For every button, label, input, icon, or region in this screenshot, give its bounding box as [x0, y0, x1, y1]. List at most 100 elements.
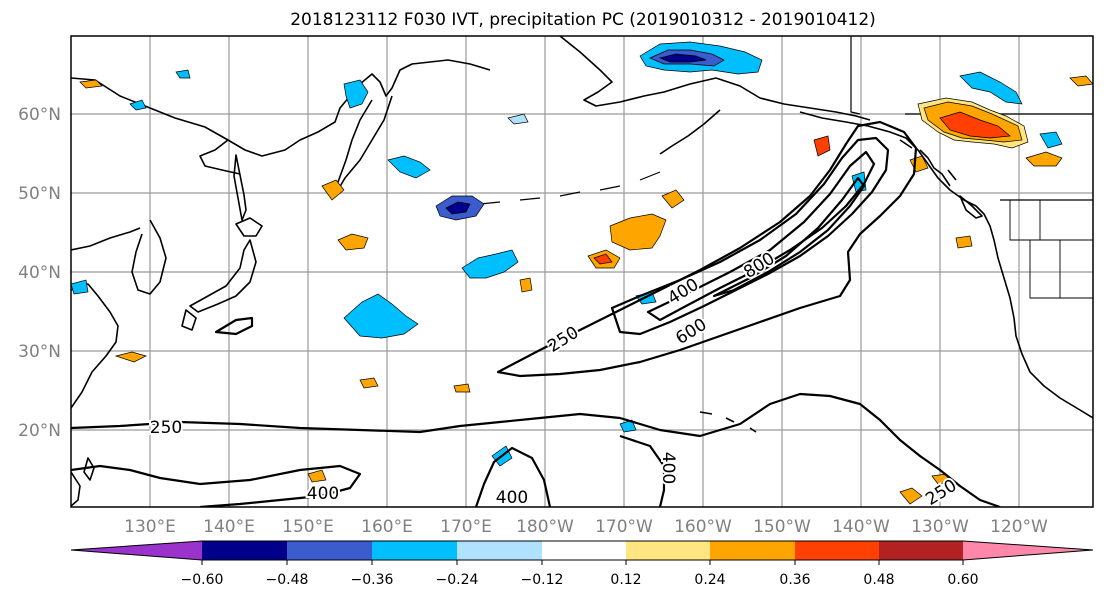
colorbar-cell-2: [287, 541, 372, 560]
lon-label-180w: 180°W: [516, 517, 574, 537]
pos-area-pac7: [114, 351, 147, 363]
contour-label-250-south: 250: [150, 418, 182, 438]
lat-label-30n: 30°N: [18, 342, 61, 362]
lat-label-20n: 20°N: [18, 421, 61, 441]
coast-bc-islands: [899, 139, 957, 187]
pos-area-pac2-core: [593, 253, 613, 265]
map-panel: 250 400 600 800 250 400 400 400 250: [70, 35, 1094, 508]
pos-area-pac3: [661, 189, 685, 209]
contour-label-400-south-west: 400: [307, 484, 339, 504]
pos-area-bc-core: [939, 111, 1011, 139]
lon-labels: 130°E 140°E 150°E 160°E 170°E 180°W 170°…: [124, 517, 1048, 537]
colorbar-cell-7: [710, 541, 795, 560]
coast-luzon: [71, 471, 81, 507]
pos-area-pac6: [321, 179, 345, 201]
ivt-contours: [71, 120, 1001, 507]
lon-label-130e: 130°E: [124, 517, 176, 537]
lat-label-60n: 60°N: [18, 105, 61, 125]
pos-area-pac16: [359, 377, 379, 389]
neg-area-small1: [129, 99, 147, 111]
precip-negative-anomalies: [71, 41, 1063, 467]
lon-label-140w: 140°W: [832, 517, 890, 537]
colorbar-cell-8: [795, 541, 879, 560]
pos-area-pac1: [609, 213, 667, 251]
neg-area-small2: [175, 69, 191, 79]
coast-china-east: [71, 283, 119, 409]
coast-kyushu: [181, 309, 197, 331]
coast-vancouver: [959, 195, 983, 219]
pos-area-pac18: [955, 235, 973, 249]
coastlines: [71, 36, 1093, 507]
pos-area-pac4: [813, 135, 831, 157]
colorbar-ticks: [201, 560, 964, 565]
lat-labels: 60°N 50°N 40°N 30°N 20°N: [18, 105, 61, 441]
colorbar-cell-5: [542, 541, 626, 560]
coast-korea: [131, 219, 167, 295]
colorbar-tick-label-1: −0.60: [181, 572, 224, 588]
neg-area-mid2: [461, 249, 519, 279]
neg-area-nw-canada: [959, 71, 1023, 105]
pos-area-pac13: [931, 473, 951, 485]
ivt-contour-600-river: [646, 150, 876, 322]
pos-area-pac15: [453, 383, 471, 393]
lon-label-130w: 130°W: [911, 517, 969, 537]
border-us-states: [1009, 200, 1093, 299]
lon-label-120w: 120°W: [990, 517, 1048, 537]
coast-hawaii: [699, 411, 757, 433]
colorbar-extend-high: [963, 541, 1093, 560]
ivt-contour-800-river: [712, 176, 866, 298]
lon-label-160e: 160°E: [361, 517, 413, 537]
colorbar-cell-4: [457, 541, 542, 560]
coast-hokkaido: [235, 217, 263, 237]
colorbar-tick-label-10: 0.60: [947, 572, 978, 588]
coast-russia: [71, 59, 491, 157]
lon-label-150e: 150°E: [282, 517, 334, 537]
pos-area-pac5: [337, 233, 369, 251]
neg-area-small4: [507, 113, 529, 125]
coast-alaska-south: [799, 111, 1093, 419]
gridlines: [71, 36, 1093, 507]
neg-area-okhotsk: [343, 79, 369, 109]
colorbar-extend-low: [71, 541, 202, 560]
coast-honshu: [189, 239, 257, 313]
neg-area-kam: [387, 155, 431, 179]
colorbar-tick-label-9: 0.48: [863, 572, 894, 588]
ivt-contour-400-river: [610, 136, 890, 336]
contour-label-400-south-mid: 400: [496, 488, 528, 508]
colorbar-tick-label-2: −0.48: [266, 572, 309, 588]
lon-label-140e: 140°E: [203, 517, 255, 537]
coast-alaska-west: [559, 36, 871, 121]
coast-okhotsk: [199, 139, 241, 175]
neg-area-bc: [1039, 131, 1063, 149]
ivt-contour-400-south-mid: [474, 446, 552, 507]
pos-area-pac10: [79, 79, 103, 89]
colorbar-cell-1: [202, 541, 287, 560]
colorbar-tick-label-7: 0.24: [694, 572, 725, 588]
colorbar-cell-9: [879, 541, 963, 560]
coast-china-north: [71, 227, 141, 251]
lat-label-40n: 40°N: [18, 263, 61, 283]
ivt-contour-250-south: [71, 392, 1001, 507]
colorbar-cell-3: [372, 541, 457, 560]
neg-area-mid1-core: [445, 201, 471, 215]
ivt-contour-400-south-west: [71, 464, 362, 507]
contour-label-400-south-east: 400: [658, 452, 678, 484]
colorbar-tick-labels: −0.60 −0.48 −0.36 −0.24 −0.12 0.12 0.24 …: [181, 572, 979, 588]
ivt-contour-kyushu: [214, 316, 254, 336]
colorbar-tick-label-5: −0.12: [521, 572, 564, 588]
ivt-contour-400-south-east: [619, 434, 666, 507]
pos-area-pac8: [1025, 151, 1063, 167]
colorbar-tick-label-8: 0.36: [779, 572, 810, 588]
lon-label-170e: 170°E: [440, 517, 492, 537]
coast-alaska-peninsula: [659, 109, 721, 155]
map-title: 2018123112 F030 IVT, precipitation PC (2…: [290, 10, 876, 30]
neg-area-mid3: [343, 293, 419, 339]
lon-label-170w: 170°W: [595, 517, 653, 537]
colorbar-tick-label-4: −0.24: [436, 572, 479, 588]
colorbar: [70, 540, 1094, 561]
precip-positive-anomalies: [79, 75, 1093, 505]
neg-area-alaska-dark: [658, 53, 707, 63]
neg-area-small3: [71, 279, 89, 295]
colorbar-tick-label-6: 0.12: [610, 572, 641, 588]
